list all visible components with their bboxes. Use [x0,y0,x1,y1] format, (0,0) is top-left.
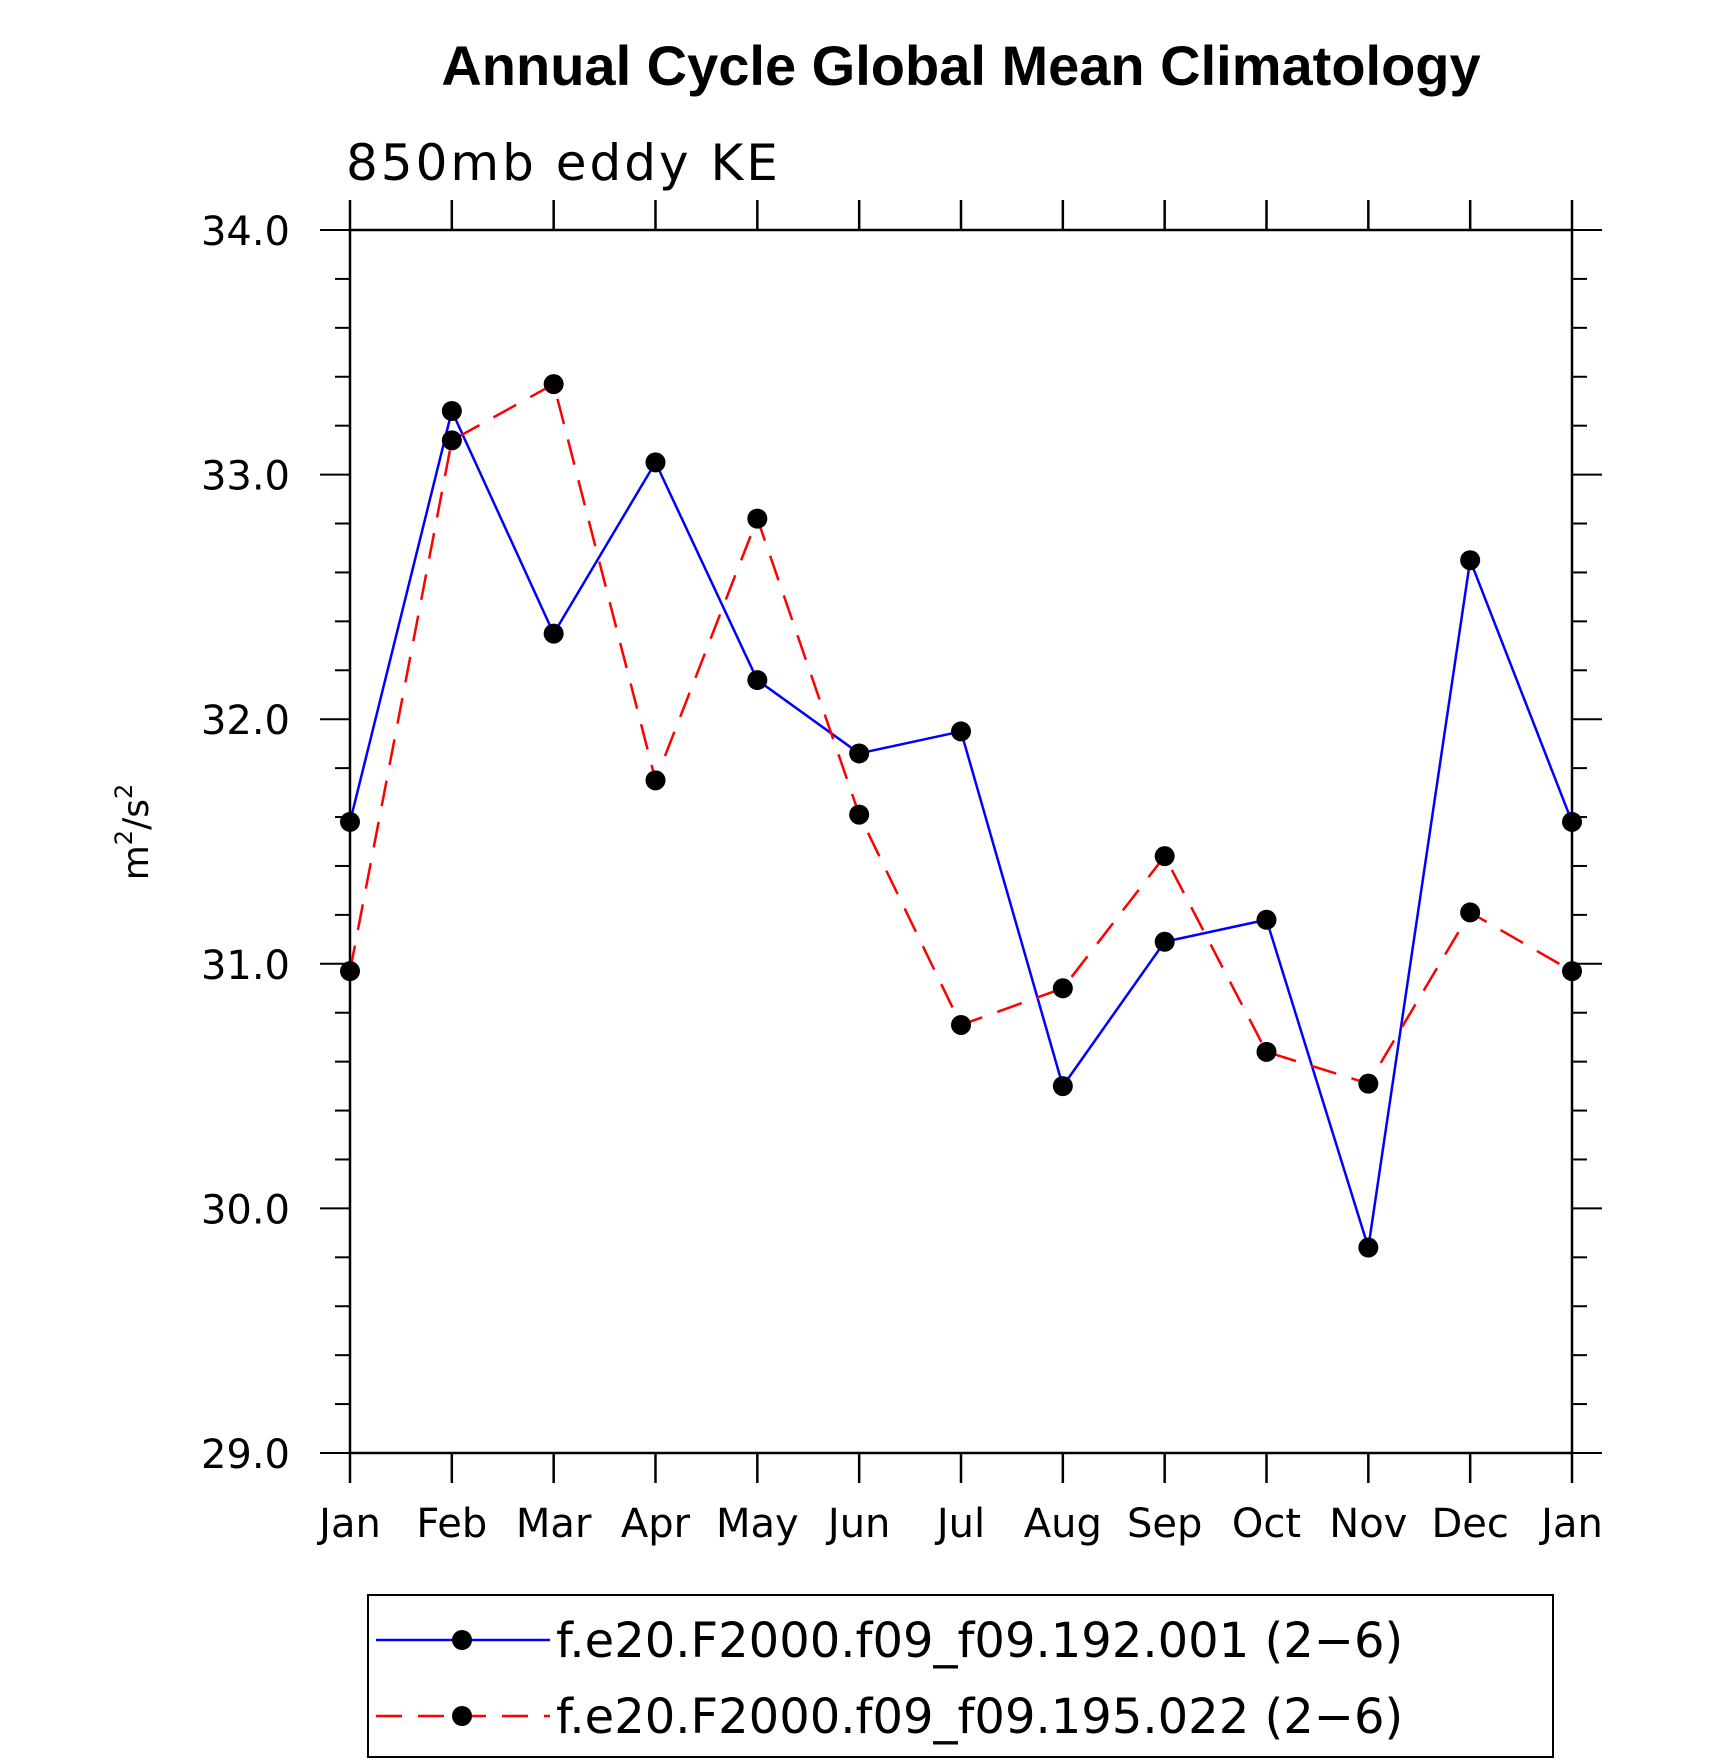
x-tick-label: Sep [1127,1501,1202,1547]
series-2-point [1052,978,1073,999]
series-2-point [747,508,768,529]
legend-label-1: f.e20.F2000.f09_f09.192.001 (2−6) [556,1613,1403,1669]
x-tick-label: Dec [1431,1501,1508,1547]
series-1-point [1460,550,1481,571]
series-1-point [340,811,360,832]
x-tick-label: Nov [1329,1501,1407,1547]
x-tick-label: May [716,1501,799,1547]
legend-box [367,1594,1554,1758]
x-tick-label: Jan [1538,1501,1603,1547]
plot-area [340,374,1582,1258]
axes: Jan Feb Mar Apr May Jun Jul Aug Sep Oct Nov Dec Jan 2… [201,200,1603,1547]
series-1-point [1562,811,1582,832]
y-tick-label: 32.0 [201,698,290,744]
series-2-point [340,961,360,982]
legend: f.e20.F2000.f09_f09.192.001 (2−6) f.e20.F… [367,1594,1554,1758]
series-1-point [1154,931,1175,952]
series-2-point [849,804,870,825]
legend-marker-2 [452,1706,472,1726]
y-axis-label-sup2: 2 [110,784,138,799]
y-tick-label: 30.0 [201,1187,290,1233]
series-1-point [1256,909,1277,930]
y-axis-label-mid: /s [116,799,157,830]
svg-text:m2/s2: m2/s2 [110,784,157,881]
x-tick-label: Feb [416,1501,487,1547]
x-tick-label: Jun [825,1501,891,1547]
y-axis-label: m2/s2 [110,784,157,881]
x-tick-label: Jan [316,1501,381,1547]
chart-title: Annual Cycle Global Mean Climatology [441,34,1480,97]
series-2-point [1154,846,1175,867]
series-1-point [951,721,971,742]
series-2-point [441,430,462,451]
series-2-point [1460,902,1481,923]
series-2-point [1562,961,1582,982]
legend-marker-1 [452,1630,472,1650]
y-tick-label: 34.0 [201,209,290,255]
series-2-point [645,770,666,791]
y-axis-label-sup1: 2 [110,830,138,845]
y-tick-label: 29.0 [201,1432,290,1478]
plot-frame [348,228,1574,1455]
series-2-point [1358,1073,1379,1094]
x-tick-label: Jul [934,1501,985,1547]
series-1-point [1052,1076,1073,1097]
series-1-point [1358,1237,1379,1258]
x-tick-label: Mar [516,1501,592,1547]
series-2-point [1256,1041,1277,1062]
series-1-point [543,623,564,644]
series-line-1 [348,407,1574,1248]
x-tick-label: Apr [621,1501,691,1547]
y-axis-label-unit: m [116,845,157,880]
series-1-point [747,670,768,691]
legend-label-2: f.e20.F2000.f09_f09.195.022 (2−6) [556,1689,1403,1745]
y-tick-label: 31.0 [201,943,290,989]
chart-subtitle: 850mb eddy KE [346,134,781,192]
series-2-point [951,1014,971,1035]
series-1-point [645,452,666,473]
y-tick-label: 33.0 [201,454,290,500]
series-2-point [543,374,564,395]
x-tick-label: Oct [1232,1501,1301,1547]
series-1-point [849,743,870,764]
series-1-point [441,401,462,422]
x-tick-label: Aug [1024,1501,1102,1547]
